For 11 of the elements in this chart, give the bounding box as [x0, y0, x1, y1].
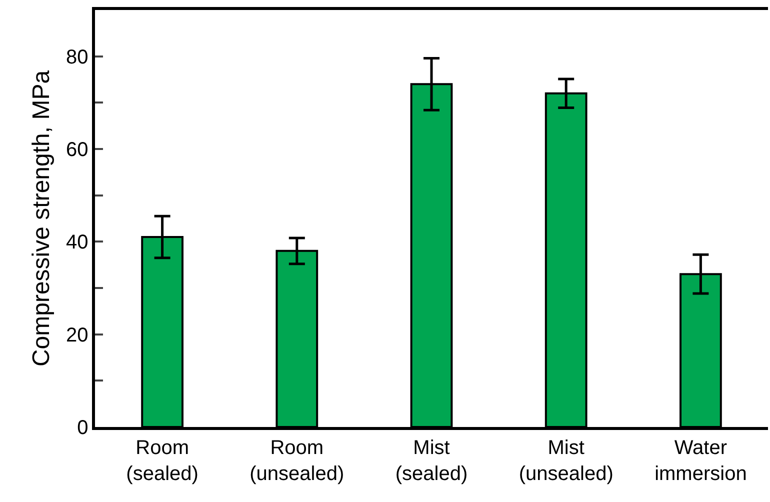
y-tick-label: 40	[66, 232, 88, 254]
y-tick-label: 0	[77, 417, 88, 439]
x-tick-label: Mist (sealed)	[395, 436, 468, 485]
y-tick-label: 60	[66, 139, 88, 161]
x-tick-label: Room (sealed)	[126, 436, 198, 485]
x-tick-label: Room (unsealed)	[250, 436, 344, 485]
x-tick-label: Water immersion	[654, 436, 747, 485]
x-tick-label: Mist (unsealed)	[518, 436, 614, 485]
y-tick-label: 80	[66, 46, 88, 68]
y-tick-label: 20	[66, 324, 88, 346]
y-axis-title: Compressive strength, MPa	[28, 70, 56, 367]
